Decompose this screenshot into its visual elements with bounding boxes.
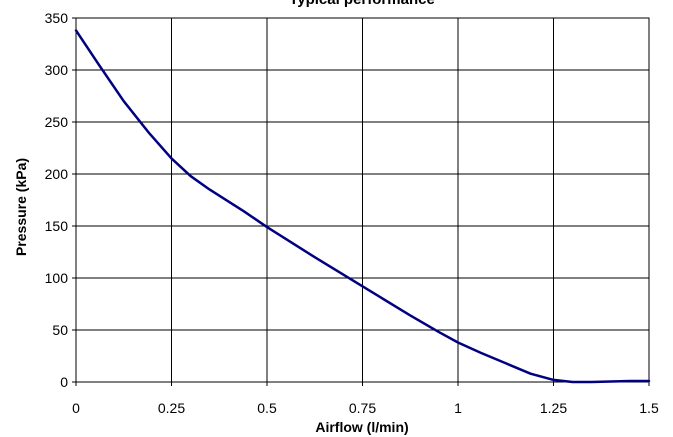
series-line [74, 29, 651, 384]
y-tick-label: 200 [45, 166, 69, 182]
x-tick-label: 0.25 [158, 400, 185, 416]
grid [75, 17, 650, 383]
y-tick-label: 250 [45, 114, 69, 130]
y-tick-label: 350 [45, 10, 69, 26]
series-layer [74, 29, 651, 384]
x-tick-labels: 0 0.25 0.5 0.75 1 1.25 1.5 [72, 400, 659, 416]
plot-area-border [75, 17, 650, 383]
y-tick-label: 150 [45, 218, 69, 234]
x-tick-label: 0 [72, 400, 80, 416]
chart-title: Typical performance [289, 0, 435, 8]
axes [72, 17, 650, 386]
x-tick-label: 0.75 [349, 400, 376, 416]
x-tick-label: 1.25 [540, 400, 567, 416]
x-axis-title: Airflow (l/min) [315, 419, 408, 435]
y-tick-label: 0 [60, 374, 68, 390]
y-tick-labels: 0 50 100 150 200 250 300 350 [45, 10, 69, 390]
y-tick-label: 300 [45, 62, 69, 78]
x-tick-label: 1.5 [639, 400, 659, 416]
x-tick-label: 1 [454, 400, 462, 416]
y-axis-title: Pressure (kPa) [13, 158, 29, 256]
y-tick-label: 100 [45, 270, 69, 286]
x-tick-label: 0.5 [257, 400, 277, 416]
y-tick-label: 50 [52, 322, 68, 338]
